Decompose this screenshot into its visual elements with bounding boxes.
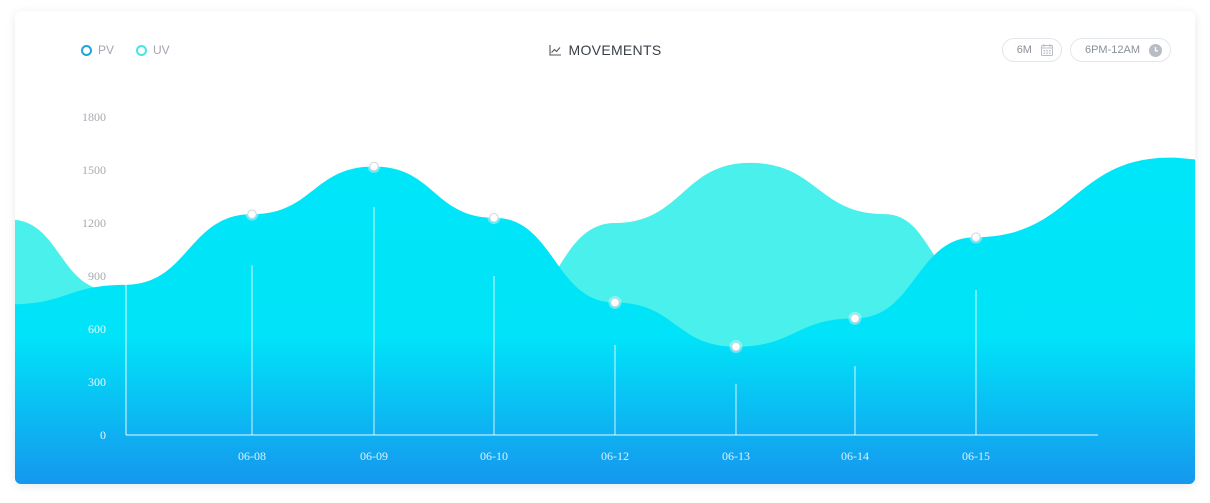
y-tick-label: 600 (88, 322, 106, 336)
chart-card: 0 300 600 900 1200 1500 1800 06-08 06-09 06-10 06-… (15, 11, 1195, 484)
x-tick-label: 06-10 (480, 449, 508, 463)
chart-title: MOVEMENTS (568, 42, 662, 58)
x-tick-label: 06-09 (360, 449, 388, 463)
legend-label-pv: PV (98, 43, 115, 57)
x-tick-label: 06-14 (841, 449, 869, 463)
calendar-icon (1040, 44, 1053, 56)
pv-point[interactable] (489, 213, 499, 223)
time-selector-button[interactable]: 6PM-12AM (1069, 38, 1171, 62)
chart-title-bar: MOVEMENTS (15, 42, 1195, 59)
pv-point[interactable] (731, 341, 741, 352)
y-tick-label: 300 (88, 375, 106, 389)
legend-item-pv[interactable]: PV (81, 43, 114, 57)
x-tick-label: 06-08 (238, 449, 266, 463)
pv-point[interactable] (247, 209, 257, 219)
y-tick-label: 900 (88, 269, 106, 283)
y-tick-label: 1800 (82, 110, 106, 124)
legend: PV UV (81, 43, 170, 57)
x-tick-label: 06-15 (962, 449, 990, 463)
legend-label-uv: UV (153, 43, 170, 57)
area-chart: 0 300 600 900 1200 1500 1800 06-08 06-09 06-10 06-… (15, 95, 1195, 484)
pv-point[interactable] (610, 297, 620, 308)
legend-item-uv[interactable]: UV (136, 43, 170, 57)
range-selector-button[interactable]: 6M (1001, 38, 1062, 62)
legend-marker-pv (81, 44, 92, 56)
pv-point[interactable] (369, 161, 379, 172)
x-tick-label: 06-12 (601, 449, 629, 463)
y-tick-label: 1200 (82, 216, 106, 230)
x-tick-label: 06-13 (722, 449, 750, 463)
pv-point[interactable] (971, 232, 981, 242)
y-tick-label: 0 (100, 428, 106, 442)
line-chart-icon (548, 44, 561, 56)
pv-point[interactable] (850, 313, 860, 324)
y-tick-label: 1500 (82, 163, 106, 177)
chart-controls: 6M 6PM-12AM (1001, 38, 1171, 62)
legend-marker-uv (136, 44, 148, 56)
pv-area (15, 157, 1195, 484)
time-label: 6PM-12AM (1084, 44, 1140, 56)
clock-icon (1149, 43, 1162, 57)
range-label: 6M (1016, 44, 1032, 56)
